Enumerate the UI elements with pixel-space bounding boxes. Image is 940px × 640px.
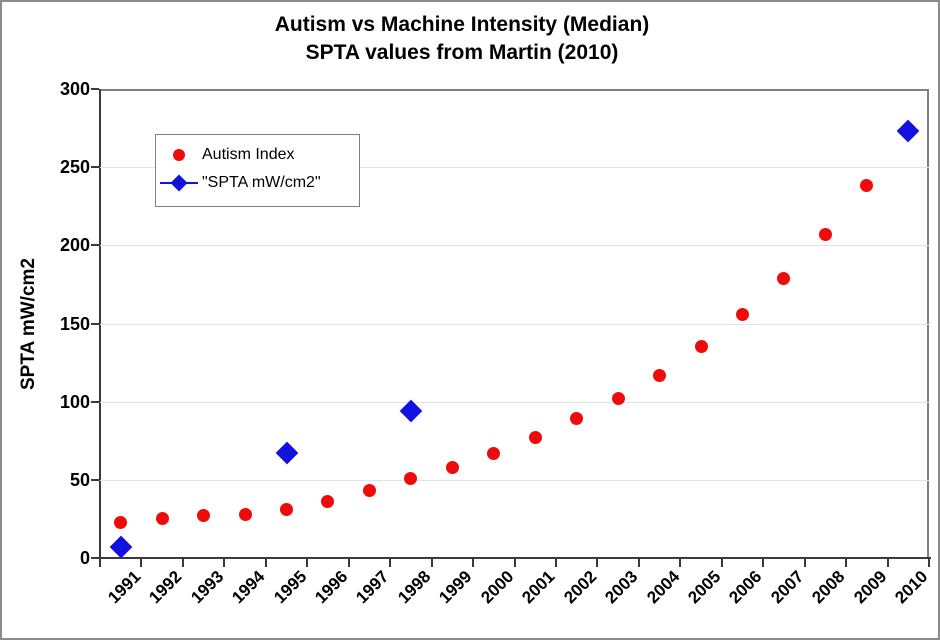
data-point-autism-index-1992 (155, 512, 169, 526)
data-point-autism-index-1995 (280, 503, 294, 517)
y-tick-label-50: 50 (69, 469, 90, 490)
y-tick-label-100: 100 (59, 391, 90, 412)
y-axis-line (99, 89, 101, 565)
data-point-autism-index-1993 (197, 509, 211, 523)
x-tick-4 (264, 559, 267, 567)
x-tick-label-1994: 1994 (228, 567, 269, 608)
x-tick-label-2010: 2010 (891, 567, 932, 608)
y-tick-250 (91, 166, 99, 169)
data-point-autism-index-2001 (528, 431, 542, 445)
x-tick-13 (637, 559, 640, 567)
y-tick-label-150: 150 (59, 313, 90, 334)
data-point-autism-index-2003 (611, 392, 625, 406)
x-tick-16 (762, 559, 765, 567)
gridline-150 (100, 323, 929, 325)
x-tick-label-2006: 2006 (725, 567, 766, 608)
x-tick-6 (347, 559, 350, 567)
x-tick-label-2002: 2002 (559, 567, 601, 608)
data-point-autism-index-1999 (445, 460, 459, 474)
x-tick-label-1995: 1995 (269, 567, 310, 608)
x-tick-3 (223, 559, 226, 567)
x-tick-1 (140, 559, 143, 567)
data-point-autism-index-2005 (694, 340, 708, 354)
x-tick-17 (803, 559, 806, 567)
red-circle-marker-icon (173, 149, 185, 161)
legend-entry-autism-index: Autism Index (156, 141, 359, 169)
x-tick-label-1993: 1993 (186, 567, 228, 608)
x-tick-label-1999: 1999 (435, 567, 476, 608)
x-tick-5 (306, 559, 309, 567)
x-tick-20 (928, 559, 930, 567)
x-tick-label-2004: 2004 (642, 567, 683, 608)
gridline-200 (100, 245, 929, 247)
x-tick-12 (596, 559, 599, 567)
x-tick-8 (430, 559, 433, 567)
x-tick-label-2007: 2007 (767, 567, 808, 608)
x-tick-label-1996: 1996 (311, 567, 352, 608)
blue-diamond-marker-icon (170, 174, 188, 192)
legend-entry-spta: "SPTA mW/cm2" (156, 169, 359, 197)
data-point-autism-index-1991 (114, 515, 128, 529)
x-tick-18 (845, 559, 848, 567)
y-tick-0 (91, 557, 99, 559)
x-tick-label-2003: 2003 (601, 567, 642, 608)
data-point-autism-index-2004 (653, 368, 667, 382)
gridline-50 (100, 479, 929, 481)
x-tick-11 (554, 559, 557, 567)
y-tick-200 (91, 244, 99, 247)
x-tick-label-1998: 1998 (394, 567, 435, 608)
x-tick-10 (513, 559, 516, 567)
x-axis-line (93, 557, 931, 559)
y-tick-label-250: 250 (59, 157, 90, 178)
x-tick-9 (472, 559, 475, 567)
y-tick-150 (91, 322, 99, 325)
data-point-autism-index-2007 (777, 271, 791, 285)
x-tick-19 (886, 559, 889, 567)
x-tick-label-2005: 2005 (684, 567, 725, 608)
y-tick-label-300: 300 (59, 79, 90, 99)
x-tick-7 (389, 559, 392, 567)
data-point-autism-index-1998 (404, 471, 418, 485)
chart-subtitle: SPTA values from Martin (2010) (305, 41, 619, 64)
data-point-autism-index-1997 (362, 484, 376, 498)
x-tick-14 (679, 559, 682, 567)
y-tick-100 (91, 400, 99, 403)
x-tick-label-2009: 2009 (850, 567, 891, 608)
x-tick-label-1992: 1992 (145, 567, 186, 608)
legend-marker-cell (156, 169, 202, 197)
x-tick-label-1991: 1991 (103, 567, 145, 608)
x-tick-label-2008: 2008 (808, 567, 849, 608)
y-tick-label-200: 200 (59, 235, 90, 256)
data-point-autism-index-2009 (860, 179, 874, 193)
data-point-autism-index-2002 (570, 412, 584, 426)
data-point-autism-index-2008 (818, 227, 832, 241)
legend: Autism Index "SPTA mW/cm2" (155, 134, 360, 207)
y-tick-50 (91, 478, 99, 481)
data-point-autism-index-2006 (735, 307, 749, 321)
legend-label-autism-index: Autism Index (202, 146, 295, 163)
x-tick-label-2001: 2001 (518, 567, 559, 608)
x-tick-label-2000: 2000 (477, 567, 518, 608)
chart-title-block: Autism vs Machine Intensity (Median) SPT… (2, 11, 922, 67)
legend-marker-cell (156, 141, 202, 169)
data-point-autism-index-1994 (238, 507, 252, 521)
x-tick-2 (181, 559, 184, 567)
gridline-250 (100, 167, 929, 169)
chart-title: Autism vs Machine Intensity (Median) (274, 13, 650, 36)
y-tick-300 (91, 88, 99, 90)
data-point-autism-index-1996 (321, 495, 335, 509)
x-tick-15 (720, 559, 723, 567)
gridline-100 (100, 401, 929, 403)
legend-label-spta: "SPTA mW/cm2" (202, 174, 321, 191)
y-tick-label-0: 0 (79, 548, 90, 568)
data-point-autism-index-2000 (487, 446, 501, 460)
x-tick-label-1997: 1997 (352, 567, 393, 608)
x-tick-0 (99, 559, 101, 567)
